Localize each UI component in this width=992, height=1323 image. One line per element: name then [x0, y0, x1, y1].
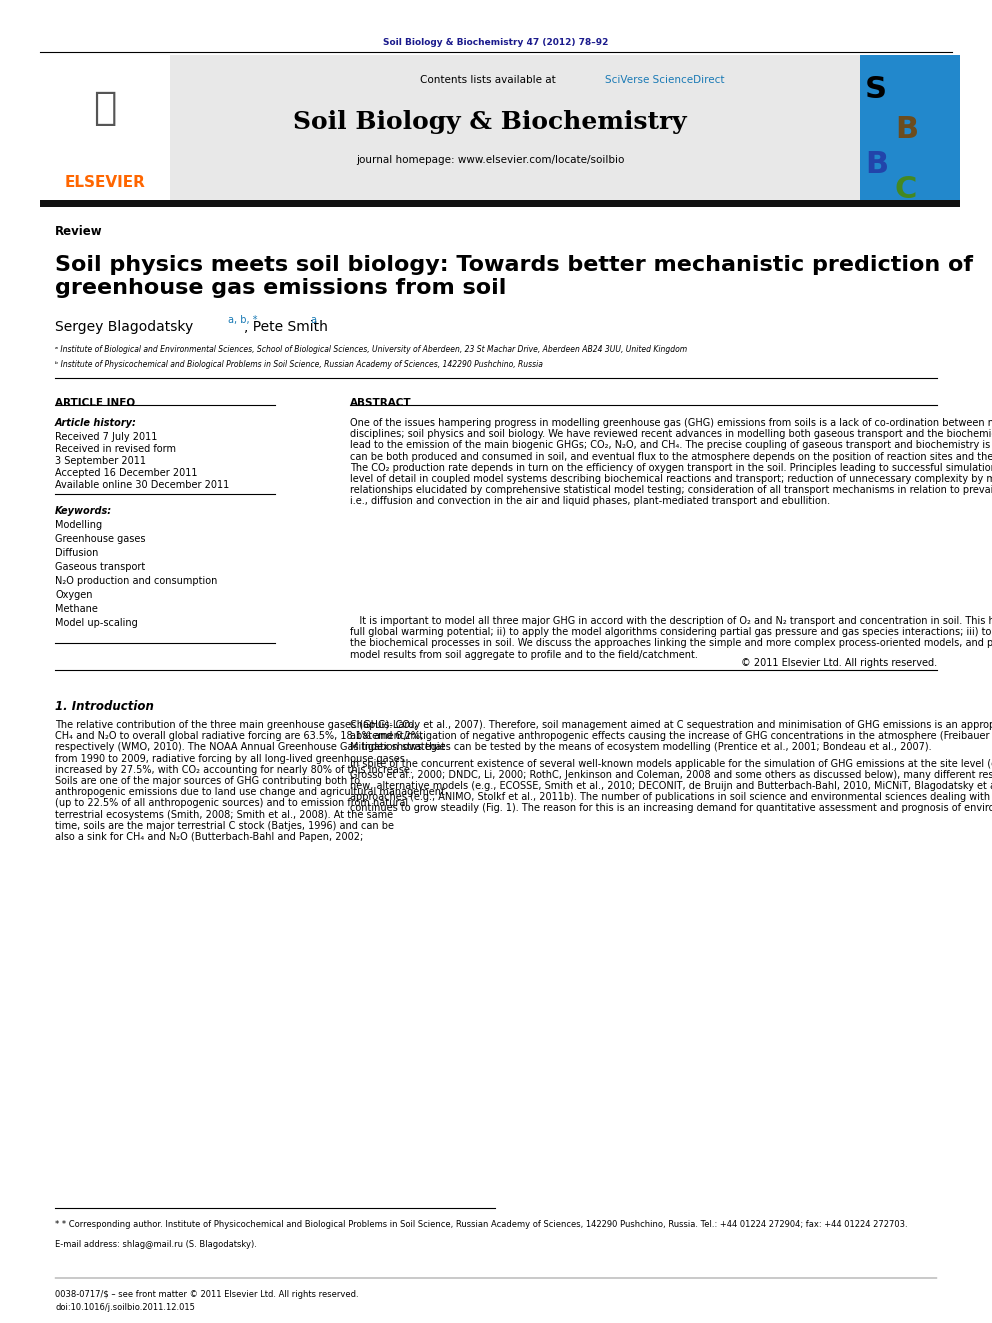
Text: Accepted 16 December 2011: Accepted 16 December 2011 — [55, 468, 197, 478]
Text: Modelling: Modelling — [55, 520, 102, 531]
Text: can be both produced and consumed in soil, and eventual flux to the atmosphere d: can be both produced and consumed in soi… — [350, 451, 992, 462]
Text: anthropogenic emissions due to land use change and agricultural management: anthropogenic emissions due to land use … — [55, 787, 444, 798]
Text: disciplines; soil physics and soil biology. We have reviewed recent advances in : disciplines; soil physics and soil biolo… — [350, 429, 992, 439]
Text: new, alternative models (e.g., ECOSSE, Smith et al., 2010; DECONIT, de Bruijn an: new, alternative models (e.g., ECOSSE, S… — [350, 781, 992, 791]
Text: Available online 30 December 2011: Available online 30 December 2011 — [55, 480, 229, 490]
Text: N₂O production and consumption: N₂O production and consumption — [55, 576, 217, 586]
Text: Oxygen: Oxygen — [55, 590, 92, 601]
Text: (up to 22.5% of all anthropogenic sources) and to emission from natural: (up to 22.5% of all anthropogenic source… — [55, 798, 408, 808]
Text: level of detail in coupled model systems describing biochemical reactions and tr: level of detail in coupled model systems… — [350, 474, 992, 484]
Text: Received in revised form: Received in revised form — [55, 445, 176, 454]
Text: SciVerse ScienceDirect: SciVerse ScienceDirect — [605, 75, 724, 85]
Text: Mitigation strategies can be tested by the means of ecosystem modelling (Prentic: Mitigation strategies can be tested by t… — [350, 742, 931, 753]
FancyBboxPatch shape — [40, 56, 860, 200]
Text: a, b, *: a, b, * — [228, 315, 258, 325]
Text: Methane: Methane — [55, 605, 98, 614]
FancyBboxPatch shape — [40, 200, 960, 206]
Text: Soil physics meets soil biology: Towards better mechanistic prediction of
greenh: Soil physics meets soil biology: Towards… — [55, 255, 973, 298]
Text: C: C — [895, 175, 918, 204]
Text: model results from soil aggregate to profile and to the field/catchment.: model results from soil aggregate to pro… — [350, 650, 698, 660]
Text: In spite of the concurrent existence of several well-known models applicable for: In spite of the concurrent existence of … — [350, 758, 992, 769]
Text: S: S — [865, 75, 887, 105]
Text: Sergey Blagodatsky: Sergey Blagodatsky — [55, 320, 193, 333]
Text: abatement/mitigation of negative anthropogenic effects causing the increase of G: abatement/mitigation of negative anthrop… — [350, 732, 992, 741]
Text: 1. Introduction: 1. Introduction — [55, 700, 154, 713]
Text: Keywords:: Keywords: — [55, 505, 112, 516]
Text: B: B — [895, 115, 919, 144]
Text: CH₄ and N₂O to overall global radiative forcing are 63.5%, 18.1% and 6.2%,: CH₄ and N₂O to overall global radiative … — [55, 732, 424, 741]
Text: The relative contribution of the three main greenhouse gases (GHG): CO₂,: The relative contribution of the three m… — [55, 720, 417, 730]
Text: Soil Biology & Biochemistry 47 (2012) 78–92: Soil Biology & Biochemistry 47 (2012) 78… — [383, 38, 609, 48]
Text: 3 September 2011: 3 September 2011 — [55, 456, 146, 466]
Text: increased by 27.5%, with CO₂ accounting for nearly 80% of this increase.: increased by 27.5%, with CO₂ accounting … — [55, 765, 413, 775]
Text: Soils are one of the major sources of GHG contributing both to: Soils are one of the major sources of GH… — [55, 777, 360, 786]
Text: It is important to model all three major GHG in accord with the description of O: It is important to model all three major… — [350, 617, 992, 626]
Text: ᵇ Institute of Physicochemical and Biological Problems in Soil Science, Russian : ᵇ Institute of Physicochemical and Biolo… — [55, 360, 543, 369]
Text: Model up-scaling: Model up-scaling — [55, 618, 138, 628]
Text: One of the issues hampering progress in modelling greenhouse gas (GHG) emissions: One of the issues hampering progress in … — [350, 418, 992, 429]
Text: also a sink for CH₄ and N₂O (Butterbach-Bahl and Papen, 2002;: also a sink for CH₄ and N₂O (Butterbach-… — [55, 832, 363, 841]
Text: ABSTRACT: ABSTRACT — [350, 398, 412, 407]
Text: Greenhouse gases: Greenhouse gases — [55, 534, 146, 544]
Text: Gaseous transport: Gaseous transport — [55, 562, 145, 572]
Text: * * Corresponding author. Institute of Physicochemical and Biological Problems i: * * Corresponding author. Institute of P… — [55, 1220, 908, 1229]
Text: Contents lists available at: Contents lists available at — [421, 75, 559, 85]
Text: terrestrial ecosystems (Smith, 2008; Smith et al., 2008). At the same: terrestrial ecosystems (Smith, 2008; Smi… — [55, 810, 393, 820]
Text: Soil Biology & Biochemistry: Soil Biology & Biochemistry — [294, 110, 686, 134]
Text: 0038-0717/$ – see front matter © 2011 Elsevier Ltd. All rights reserved.: 0038-0717/$ – see front matter © 2011 El… — [55, 1290, 359, 1299]
Text: time, soils are the major terrestrial C stock (Batjes, 1996) and can be: time, soils are the major terrestrial C … — [55, 820, 394, 831]
Text: lead to the emission of the main biogenic GHGs; CO₂, N₂O, and CH₄. The precise c: lead to the emission of the main biogeni… — [350, 441, 992, 450]
Text: doi:10.1016/j.soilbio.2011.12.015: doi:10.1016/j.soilbio.2011.12.015 — [55, 1303, 194, 1312]
Text: Review: Review — [55, 225, 102, 238]
FancyBboxPatch shape — [40, 56, 170, 200]
Text: the biochemical processes in soil. We discuss the approaches linking the simple : the biochemical processes in soil. We di… — [350, 639, 992, 648]
Text: a: a — [310, 315, 316, 325]
Text: journal homepage: www.elsevier.com/locate/soilbio: journal homepage: www.elsevier.com/locat… — [356, 155, 624, 165]
Text: ARTICLE INFO: ARTICLE INFO — [55, 398, 135, 407]
Text: © 2011 Elsevier Ltd. All rights reserved.: © 2011 Elsevier Ltd. All rights reserved… — [741, 658, 937, 668]
Text: Chapuis-Lardy et al., 2007). Therefore, soil management aimed at C sequestration: Chapuis-Lardy et al., 2007). Therefore, … — [350, 720, 992, 730]
Text: i.e., diffusion and convection in the air and liquid phases, plant-mediated tran: i.e., diffusion and convection in the ai… — [350, 496, 830, 507]
Text: Received 7 July 2011: Received 7 July 2011 — [55, 433, 158, 442]
Text: Grosso et al., 2000; DNDC, Li, 2000; RothC, Jenkinson and Coleman, 2008 and some: Grosso et al., 2000; DNDC, Li, 2000; Rot… — [350, 770, 992, 779]
Text: relationships elucidated by comprehensive statistical model testing; considerati: relationships elucidated by comprehensiv… — [350, 486, 992, 495]
Text: , Pete Smith: , Pete Smith — [244, 320, 328, 333]
Text: full global warming potential; ii) to apply the model algorithms considering par: full global warming potential; ii) to ap… — [350, 627, 992, 638]
Text: 🌳: 🌳 — [93, 89, 117, 127]
FancyBboxPatch shape — [860, 56, 960, 200]
Text: from 1990 to 2009, radiative forcing by all long-lived greenhouse gases: from 1990 to 2009, radiative forcing by … — [55, 754, 405, 763]
Text: approaches (e.g., ANIMO, Stolkf et al., 2011b). The number of publications in so: approaches (e.g., ANIMO, Stolkf et al., … — [350, 792, 992, 802]
Text: E-mail address: shlag@mail.ru (S. Blagodatsky).: E-mail address: shlag@mail.ru (S. Blagod… — [55, 1240, 257, 1249]
Text: ELSEVIER: ELSEVIER — [64, 175, 146, 191]
Text: The CO₂ production rate depends in turn on the efficiency of oxygen transport in: The CO₂ production rate depends in turn … — [350, 463, 992, 472]
Text: Article history:: Article history: — [55, 418, 137, 429]
Text: ᵃ Institute of Biological and Environmental Sciences, School of Biological Scien: ᵃ Institute of Biological and Environmen… — [55, 345, 687, 355]
Text: respectively (WMO, 2010). The NOAA Annual Greenhouse Gas Index shows that: respectively (WMO, 2010). The NOAA Annua… — [55, 742, 445, 753]
Text: continues to grow steadily (Fig. 1). The reason for this is an increasing demand: continues to grow steadily (Fig. 1). The… — [350, 803, 992, 814]
Text: B: B — [865, 149, 888, 179]
Text: Diffusion: Diffusion — [55, 548, 98, 558]
